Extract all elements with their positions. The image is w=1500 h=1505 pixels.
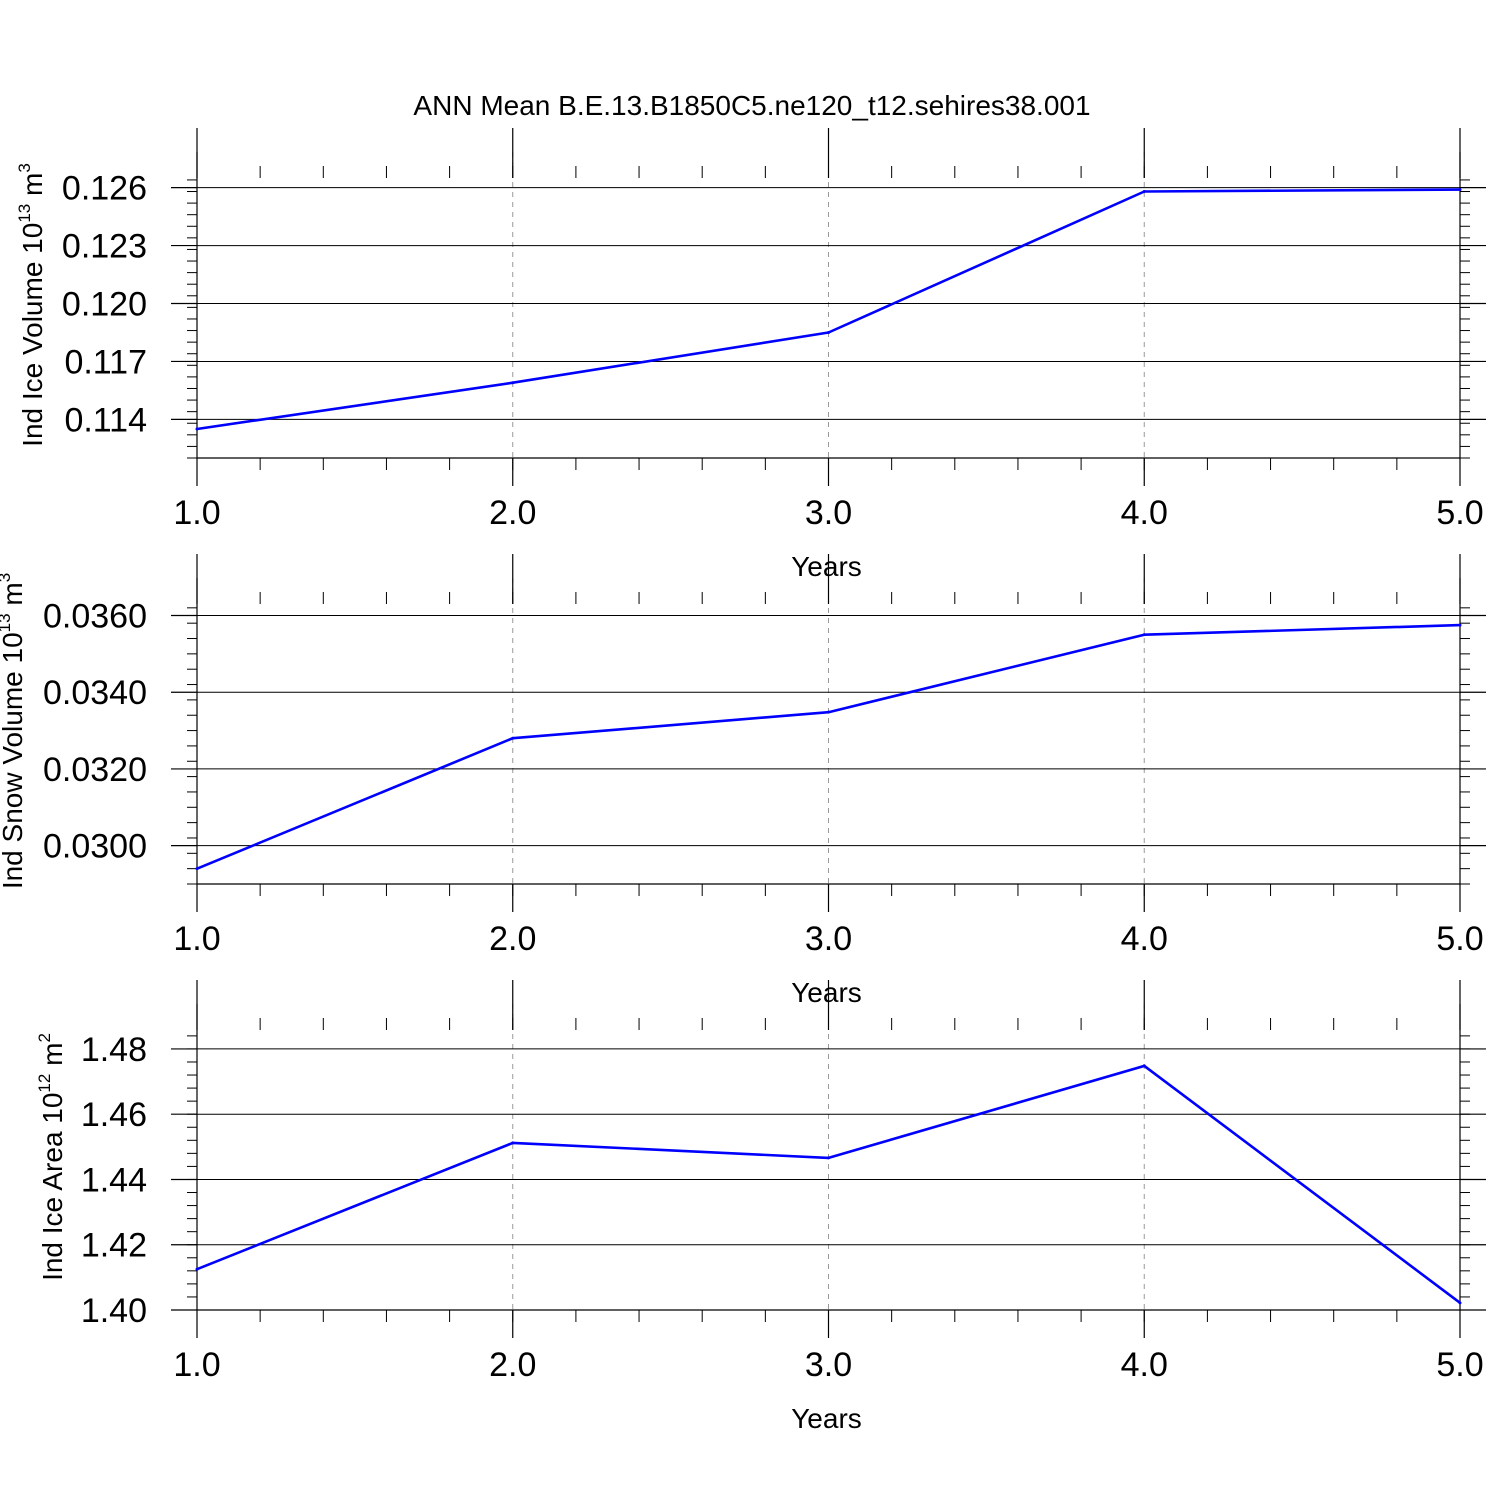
- data-point: [827, 1156, 830, 1160]
- y-axis-title: Ind Ice Area 1012 m2: [35, 1033, 68, 1281]
- y-tick-label: 0.117: [64, 343, 147, 381]
- y-axis-title: Ind Ice Volume 1013 m3: [15, 163, 48, 447]
- data-point: [1142, 1064, 1146, 1068]
- data-point: [827, 330, 830, 334]
- x-axis-title: Years: [791, 1403, 862, 1434]
- data-point: [195, 427, 199, 431]
- y-tick-label: 1.40: [81, 1292, 147, 1330]
- y-axis-title-unit-exponent: 2: [35, 1033, 54, 1042]
- y-axis-title-exponent: 13: [0, 613, 14, 632]
- y-axis-title-unit: m: [37, 1043, 68, 1074]
- y-tick-label: 0.123: [62, 228, 147, 266]
- y-tick-label: 0.0300: [43, 828, 147, 866]
- y-tick-label: 0.0320: [43, 751, 147, 789]
- y-axis-title-unit-exponent: 3: [15, 163, 34, 172]
- x-tick-label: 3.0: [805, 494, 852, 532]
- y-axis-title-unit: m: [17, 173, 48, 204]
- x-tick-label: 4.0: [1121, 1346, 1168, 1384]
- y-axis-title-text: Ind Ice Volume 10: [17, 223, 48, 447]
- data-point: [1142, 190, 1146, 194]
- y-tick-label: 1.48: [81, 1031, 147, 1069]
- data-point: [1458, 623, 1462, 627]
- data-point: [511, 381, 515, 385]
- y-axis-title-text: Ind Snow Volume 10: [0, 632, 28, 889]
- panel-ice-area: 1.0 2.0 3.0 4.0 5.0 1.40 1.42 1.44 1.46 1.48 Years…: [35, 980, 1486, 1434]
- y-tick-label: 0.0360: [43, 598, 147, 636]
- data-point: [1458, 188, 1462, 192]
- x-tick-label: 5.0: [1436, 494, 1483, 532]
- x-tick-label: 1.0: [173, 920, 220, 958]
- x-tick-label: 4.0: [1121, 494, 1168, 532]
- x-axis-title: Years: [791, 977, 862, 1008]
- data-point: [1458, 1301, 1462, 1305]
- y-tick-label: 0.120: [62, 286, 147, 324]
- x-tick-label: 4.0: [1121, 920, 1168, 958]
- data-point: [511, 736, 515, 740]
- y-axis-title-exponent: 12: [35, 1074, 54, 1093]
- y-axis-title-unit: m: [0, 582, 28, 613]
- figure-title: ANN Mean B.E.13.B1850C5.ne120_t12.sehire…: [413, 90, 1090, 121]
- y-tick-label: 0.126: [62, 170, 147, 208]
- y-tick-label: 1.42: [81, 1227, 147, 1265]
- y-tick-label: 0.114: [64, 401, 147, 439]
- y-tick-label: 1.44: [81, 1161, 147, 1199]
- x-tick-label: 3.0: [805, 1346, 852, 1384]
- x-tick-label: 2.0: [489, 920, 536, 958]
- x-tick-label: 2.0: [489, 494, 536, 532]
- data-point: [511, 1141, 515, 1145]
- data-point: [827, 710, 830, 714]
- x-tick-label: 5.0: [1436, 1346, 1483, 1384]
- data-point: [1142, 633, 1146, 637]
- y-axis-title-exponent: 13: [15, 204, 34, 223]
- data-point: [195, 1267, 199, 1271]
- x-tick-label: 5.0: [1436, 920, 1483, 958]
- y-axis-title-text: Ind Ice Area 10: [37, 1093, 68, 1281]
- y-axis-title: Ind Snow Volume 1013 m3: [0, 573, 28, 889]
- data-point: [195, 867, 199, 871]
- y-tick-label: 0.0340: [43, 674, 147, 712]
- panel-ice-volume: 1.0 2.0 3.0 4.0 5.0 0.114 0.117 0.120 0.123 0.126…: [15, 128, 1486, 582]
- x-tick-label: 2.0: [489, 1346, 536, 1384]
- y-axis-title-unit-exponent: 3: [0, 573, 14, 582]
- y-tick-label: 1.46: [81, 1096, 147, 1134]
- x-axis-title: Years: [791, 551, 862, 582]
- panel-snow-volume: 1.0 2.0 3.0 4.0 5.0 0.0300 0.0320 0.0340 0.0360 Y…: [0, 554, 1486, 1008]
- x-tick-label: 3.0: [805, 920, 852, 958]
- x-tick-label: 1.0: [173, 494, 220, 532]
- x-tick-label: 1.0: [173, 1346, 220, 1384]
